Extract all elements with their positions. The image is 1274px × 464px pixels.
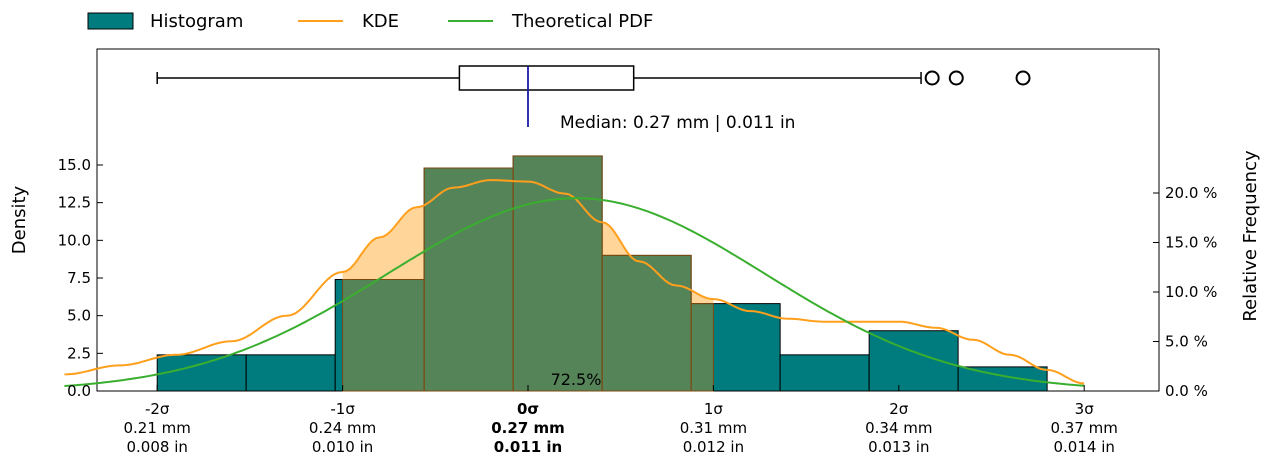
histogram-bar-1 (156, 354, 247, 392)
x-tick-mm-label-0: 0.21 mm (124, 419, 191, 437)
x-tick-inch-label-5: 0.014 in (1054, 438, 1115, 456)
boxplot (156, 65, 1031, 127)
x-tick-sigma-label-2: 0σ (517, 400, 539, 418)
y-right-tick-label-3: 15.0 % (1165, 234, 1217, 252)
x-tick-inch-label-4: 0.013 in (868, 438, 929, 456)
y-left-tick-label-1: 2.5 (67, 344, 91, 362)
shaded-bar-overlay-7 (690, 303, 714, 392)
shaded-bar-overlay-4 (423, 167, 514, 392)
x-tick-sigma-label-4: 2σ (889, 400, 909, 418)
x-tick-sigma-label-0: -2σ (145, 400, 170, 418)
density-curves (64, 179, 1085, 387)
y-left-tick-label-2: 5.0 (67, 307, 91, 325)
y-left-tick-label-6: 15.0 (58, 156, 91, 174)
legend: Histogram KDE Theoretical PDF (87, 11, 653, 32)
shaded-bar-overlay-6 (601, 254, 692, 392)
x-tick-inch-label-0: 0.008 in (127, 438, 188, 456)
shaded-bar-overlay-3 (342, 279, 425, 392)
median-label: Median: 0.27 mm | 0.011 in (560, 113, 795, 133)
legend-label-kde: KDE (362, 11, 399, 32)
boxplot-outlier-1 (924, 70, 940, 86)
histogram-bar-10 (957, 366, 1048, 392)
y-axis-title-relative-frequency: Relative Frequency (1240, 150, 1261, 322)
x-tick-mm-label-3: 0.31 mm (680, 419, 747, 437)
x-tick-sigma-label-5: 3σ (1075, 400, 1095, 418)
y-left-tick-label-3: 7.5 (67, 269, 91, 287)
x-tick-inch-label-1: 0.010 in (312, 438, 373, 456)
x-tick-mm-label-1: 0.24 mm (309, 419, 376, 437)
x-tick-mm-label-4: 0.34 mm (865, 419, 932, 437)
y-right-tick-label-2: 10.0 % (1165, 283, 1217, 301)
y-axis-title-density: Density (9, 185, 30, 254)
axes: 0.0 2.5 5.0 7.5 10.0 12.5 15.0 0.0 % 5.0 % 10.0 %… (58, 156, 1218, 456)
x-tick-mm-label-5: 0.37 mm (1051, 419, 1118, 437)
boxplot-outlier-3 (1015, 70, 1031, 86)
x-tick-mm-label-2: 0.27 mm (491, 419, 565, 437)
x-tick-sigma-label-3: 1σ (704, 400, 724, 418)
y-left-tick-label-4: 10.0 (58, 231, 91, 249)
x-tick-inch-label-3: 0.012 in (683, 438, 744, 456)
legend-swatch-histogram (87, 12, 134, 30)
legend-label-theoretical-pdf: Theoretical PDF (511, 11, 653, 32)
y-left-tick-label-0: 0.0 (67, 382, 91, 400)
y-left-tick-label-5: 12.5 (58, 194, 91, 212)
y-right-tick-label-4: 20.0 % (1165, 184, 1217, 202)
x-tick-inch-label-2: 0.011 in (494, 438, 563, 456)
boxplot-outlier-2 (948, 70, 964, 86)
x-tick-sigma-label-1: -1σ (330, 400, 355, 418)
histogram-bar-8 (779, 354, 870, 392)
shaded-bar-overlay-5 (512, 155, 603, 392)
legend-label-histogram: Histogram (150, 11, 243, 32)
shaded-percentage-label: 72.5% (551, 370, 602, 389)
y-right-tick-label-0: 0.0 % (1165, 382, 1208, 400)
y-right-tick-label-1: 5.0 % (1165, 333, 1208, 351)
boxplot-box (458, 65, 635, 91)
histogram-bar-2 (245, 354, 336, 392)
theoretical-pdf-line (64, 197, 1085, 387)
histogram-bars (156, 155, 1048, 392)
